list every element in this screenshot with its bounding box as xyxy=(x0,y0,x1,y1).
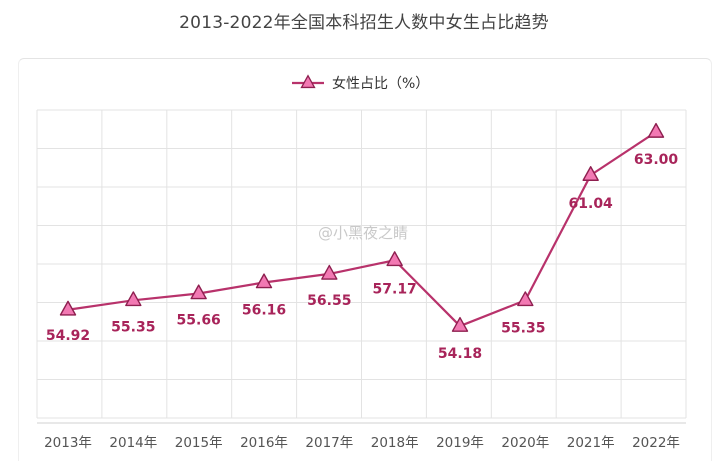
data-label: 56.16 xyxy=(242,302,286,318)
chart-card xyxy=(18,58,712,461)
data-label-layer: 54.92 55.35 55.66 56.16 56.55 57.17 54.18 55.35… xyxy=(46,152,679,362)
x-tick-label: 2022年 xyxy=(632,435,680,451)
x-tick-label: 2013年 xyxy=(44,435,92,451)
x-tick-label: 2019年 xyxy=(436,435,484,451)
x-tick-label: 2014年 xyxy=(109,435,157,451)
data-label: 54.18 xyxy=(438,346,482,362)
x-tick-label: 2015年 xyxy=(175,435,223,451)
series-layer xyxy=(67,131,657,328)
x-tick-label: 2021年 xyxy=(567,435,615,451)
data-point-triangle-marker xyxy=(517,291,534,307)
data-point-triangle-marker xyxy=(255,273,273,289)
x-axis: 2013年 2014年 2015年 2016年 2017年 2018年 2019年 2020年… xyxy=(37,422,686,451)
legend: 女性占比（%） xyxy=(292,74,429,92)
chart-title: 2013-2022年全国本科招生人数中女生占比趋势 xyxy=(179,13,549,33)
watermark-text: @小黑夜之睛 xyxy=(318,224,408,242)
data-label: 61.04 xyxy=(569,196,614,212)
data-point-triangle-marker xyxy=(451,316,469,332)
data-point-triangle-marker xyxy=(125,291,142,307)
data-label: 57.17 xyxy=(373,281,417,297)
x-tick-label: 2016年 xyxy=(240,435,288,451)
marker-layer xyxy=(59,122,665,332)
x-tick-label: 2018年 xyxy=(371,435,419,451)
data-point-triangle-marker xyxy=(190,284,207,300)
grid-layer xyxy=(36,109,687,419)
data-label: 55.35 xyxy=(111,319,155,335)
data-label: 55.35 xyxy=(501,320,545,336)
data-label: 54.92 xyxy=(46,328,90,344)
x-tick-label: 2020年 xyxy=(501,435,549,451)
data-point-triangle-marker xyxy=(59,300,77,316)
data-point-triangle-marker xyxy=(582,166,599,181)
legend-triangle-marker-icon xyxy=(300,74,316,89)
x-tick-label: 2017年 xyxy=(305,435,353,451)
data-label: 63.00 xyxy=(634,152,679,168)
data-point-triangle-marker xyxy=(321,264,338,280)
data-label: 56.55 xyxy=(307,293,351,309)
legend-label: 女性占比（%） xyxy=(332,75,429,92)
data-point-triangle-marker xyxy=(647,122,665,138)
data-label: 55.66 xyxy=(177,312,221,328)
series-line-female-ratio xyxy=(67,131,657,328)
data-point-triangle-marker xyxy=(386,251,403,267)
